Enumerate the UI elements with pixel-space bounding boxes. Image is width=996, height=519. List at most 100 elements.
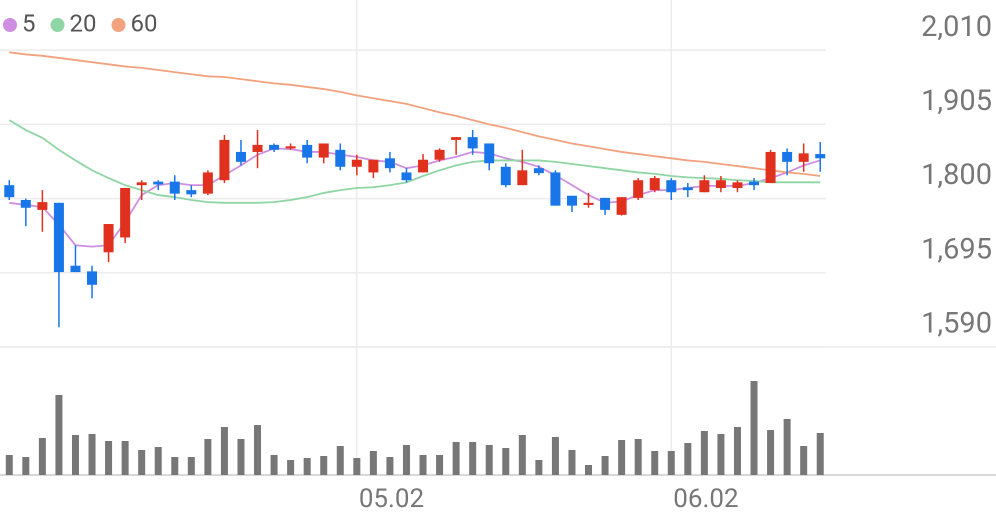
- volume-bar: [767, 430, 775, 475]
- x-tick-label: 05.02: [359, 484, 424, 514]
- y-tick-label: 1,905: [921, 84, 992, 118]
- candle-body: [682, 187, 693, 191]
- candle-body: [252, 144, 263, 152]
- candle-body: [70, 265, 81, 273]
- volume-bar: [105, 441, 113, 475]
- candle-body: [815, 154, 826, 159]
- volume-bar: [154, 447, 162, 475]
- volume-bar: [303, 458, 311, 475]
- volume-bar: [320, 456, 328, 475]
- volume-bar: [5, 455, 13, 475]
- volume-bar: [204, 439, 212, 475]
- volume-bar: [601, 456, 609, 475]
- candle-body: [699, 180, 710, 193]
- candle-body: [335, 149, 346, 167]
- y-tick-label: 1,695: [921, 232, 992, 266]
- candle-body: [550, 172, 561, 206]
- candle-body: [186, 190, 197, 195]
- volume-bar: [502, 448, 510, 475]
- volume-bar: [187, 457, 195, 475]
- volume-bar: [254, 425, 262, 475]
- candle-body: [467, 137, 478, 149]
- volume-bar: [667, 451, 675, 475]
- volume-bar: [336, 446, 344, 475]
- candle-body: [484, 143, 495, 164]
- candle-body: [633, 180, 644, 198]
- volume-bar: [469, 442, 477, 475]
- legend-label: 5: [22, 9, 36, 37]
- candle-body: [765, 151, 776, 184]
- candle-body: [302, 144, 313, 158]
- legend-label: 20: [70, 9, 97, 37]
- y-tick-label: 2,010: [921, 10, 992, 44]
- candle-body: [798, 153, 809, 162]
- volume-bar: [485, 445, 493, 475]
- y-tick-label: 1,590: [921, 307, 992, 341]
- candle-body: [583, 202, 594, 205]
- volume-bar: [717, 434, 725, 475]
- volume-bar: [71, 435, 79, 475]
- candle-body: [666, 180, 677, 193]
- candle-body: [600, 197, 611, 210]
- candle-body: [219, 139, 230, 181]
- volume-bar: [402, 445, 410, 475]
- candle-body: [434, 149, 445, 160]
- volume-bar: [800, 446, 808, 475]
- candle-body: [368, 159, 379, 173]
- candle-body: [87, 271, 98, 285]
- volume-bar: [634, 439, 642, 475]
- ma-line: [8, 119, 821, 204]
- candle-body: [202, 172, 213, 194]
- volume-bar: [750, 381, 758, 475]
- candle-body: [120, 187, 131, 238]
- candle-body: [351, 159, 362, 167]
- volume-bar: [535, 460, 543, 475]
- legend-swatch: [3, 18, 17, 32]
- candle-body: [4, 185, 15, 198]
- volume-bar: [121, 441, 129, 475]
- volume-bar: [88, 434, 96, 475]
- ma-line: [9, 51, 821, 177]
- candle-body: [53, 202, 64, 273]
- x-tick-label: 06.02: [673, 484, 738, 514]
- candle-body: [533, 168, 544, 174]
- candle-body: [269, 144, 280, 150]
- volume-bar: [353, 458, 361, 475]
- ma-line: [9, 147, 821, 248]
- candle-body: [285, 146, 296, 149]
- volume-bar: [783, 419, 791, 475]
- volume-bar: [237, 439, 245, 475]
- volume-bar: [419, 455, 427, 475]
- volume-bar: [700, 431, 708, 475]
- candle-body: [715, 180, 726, 188]
- candle-body: [103, 224, 114, 253]
- volume-bar: [287, 460, 295, 475]
- candle-body: [418, 159, 429, 173]
- candle-body: [732, 182, 743, 188]
- candle-body: [153, 181, 164, 185]
- y-tick-label: 1,800: [921, 158, 992, 192]
- candle-body: [318, 143, 329, 158]
- candle-body: [169, 181, 180, 194]
- volume-bar: [518, 435, 526, 475]
- volume-bar: [38, 438, 46, 475]
- volume-bar: [618, 440, 626, 475]
- legend-label: 60: [130, 9, 157, 37]
- volume-bar: [436, 455, 444, 475]
- volume-bar: [733, 427, 741, 475]
- legend-swatch: [50, 18, 65, 32]
- candle-body: [384, 158, 395, 169]
- candle-body: [20, 200, 31, 208]
- candle-body: [235, 151, 246, 162]
- volume-bar: [55, 395, 63, 475]
- volume-bar: [386, 457, 394, 475]
- volume-bar: [816, 433, 824, 475]
- volume-bar: [22, 457, 30, 475]
- volume-bar: [585, 465, 593, 475]
- volume-bar: [452, 442, 460, 475]
- candle-body: [37, 202, 48, 210]
- volume-bar: [568, 450, 576, 475]
- candle-body: [616, 197, 627, 215]
- candle-body: [500, 166, 511, 186]
